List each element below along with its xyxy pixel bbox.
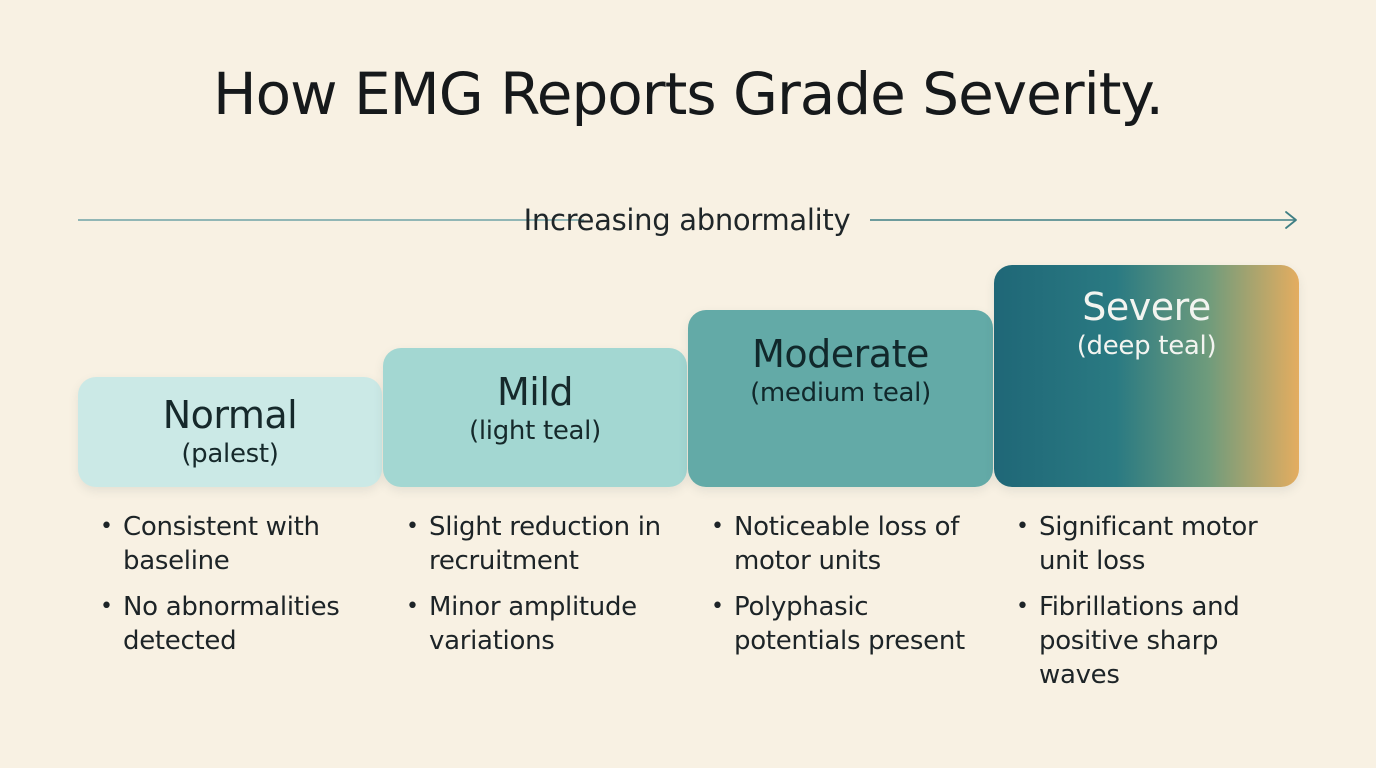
finding-item: Minor amplitude variations bbox=[406, 590, 696, 658]
grade-color-note: (deep teal) bbox=[1076, 331, 1217, 361]
finding-item: Noticeable loss of motor units bbox=[711, 510, 1001, 578]
grade-step-moderate: Moderate (medium teal) bbox=[688, 310, 993, 487]
grade-color-note: (medium teal) bbox=[750, 378, 931, 408]
grade-findings-mild: Slight reduction in recruitment Minor am… bbox=[406, 510, 696, 670]
finding-item: Polyphasic potentials present bbox=[711, 590, 1001, 658]
grade-findings-moderate: Noticeable loss of motor units Polyphasi… bbox=[711, 510, 1001, 670]
grade-step-severe: Severe (deep teal) bbox=[994, 265, 1299, 487]
axis-label: Increasing abnormality bbox=[523, 203, 851, 237]
page-title: How EMG Reports Grade Severity. bbox=[213, 60, 1164, 128]
grade-name: Severe bbox=[1082, 285, 1211, 329]
abnormality-axis: Increasing abnormality bbox=[78, 196, 1300, 244]
grade-color-note: (palest) bbox=[181, 439, 279, 469]
arrow-head-icon bbox=[1285, 211, 1297, 229]
finding-item: Significant motor unit loss bbox=[1016, 510, 1296, 578]
grade-findings-normal: Consistent with baseline No abnormalitie… bbox=[100, 510, 390, 670]
grade-name: Moderate bbox=[752, 332, 929, 376]
axis-arrow bbox=[78, 211, 1297, 229]
finding-item: Fibrillations and positive sharp waves bbox=[1016, 590, 1296, 692]
grade-name: Mild bbox=[496, 370, 574, 414]
grade-color-note: (light teal) bbox=[469, 416, 601, 446]
grade-name: Normal bbox=[162, 393, 298, 437]
grade-findings-severe: Significant motor unit loss Fibrillation… bbox=[1016, 510, 1296, 704]
finding-item: No abnormalities detected bbox=[100, 590, 390, 658]
finding-item: Consistent with baseline bbox=[100, 510, 390, 578]
finding-item: Slight reduction in recruitment bbox=[406, 510, 696, 578]
grade-step-normal: Normal (palest) bbox=[78, 377, 382, 487]
grade-step-mild: Mild (light teal) bbox=[383, 348, 687, 487]
